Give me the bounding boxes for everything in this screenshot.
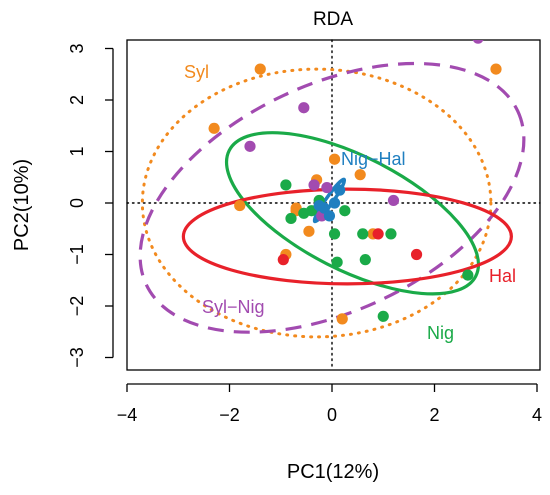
x-axis-title: PC1(12%)	[287, 461, 379, 483]
ellipse-layer	[138, 61, 526, 339]
group-label-syl: Syl	[184, 62, 209, 82]
point-syl-2	[490, 63, 502, 75]
group-label-syl-nig: Syl−Nig	[202, 297, 265, 317]
point-nig-31	[462, 269, 474, 281]
point-nig-24	[339, 205, 351, 217]
point-nig-hal-40	[313, 199, 325, 212]
point-syl-nig-15	[472, 40, 484, 44]
point-nig-hal-39	[323, 210, 336, 222]
x-tick-label-0: −4	[117, 405, 138, 425]
point-syl-0	[208, 122, 220, 134]
group-label-hal: Hal	[489, 266, 516, 286]
x-tick-label-3: 2	[429, 405, 439, 425]
point-layer	[208, 40, 502, 325]
point-nig-28	[359, 254, 371, 266]
point-hal-33	[277, 254, 289, 266]
y-tick-label-0: −3	[67, 347, 87, 368]
point-nig-hal-36	[334, 184, 346, 196]
ellipse-syl-nig	[138, 61, 526, 334]
point-hal-34	[372, 228, 384, 240]
ellipse-hal	[181, 187, 513, 286]
y-tick-label-1: −2	[67, 296, 87, 317]
point-syl-nig-13	[298, 102, 310, 114]
group-label-nig-hal: Nig−Hal	[341, 149, 406, 169]
y-tick-label-6: 3	[67, 43, 87, 53]
point-nig-26	[331, 256, 343, 268]
point-syl-10	[336, 313, 348, 325]
point-syl-8	[303, 225, 315, 237]
point-syl-4	[328, 153, 341, 165]
x-axis: −4 −2 0 2 4	[117, 383, 542, 425]
point-hal-35	[410, 248, 423, 261]
point-syl-3	[234, 199, 246, 212]
point-syl-nig-18	[308, 179, 320, 191]
point-nig-20	[280, 179, 292, 191]
point-nig-29	[385, 228, 397, 240]
point-syl-nig-17	[387, 194, 400, 207]
y-tick-label-3: 0	[67, 198, 87, 208]
point-nig-hal-37	[328, 197, 341, 209]
point-nig-32	[285, 212, 297, 225]
chart-title: RDA	[313, 9, 353, 30]
y-axis-title: PC2(10%)	[11, 159, 33, 251]
y-tick-label-4: 1	[67, 146, 87, 156]
y-axis: −3 −2 −1 0 1 2 3	[67, 43, 114, 368]
x-tick-label-2: 0	[327, 405, 337, 425]
x-tick-label-1: −2	[219, 405, 240, 425]
y-tick-label-5: 2	[67, 95, 87, 105]
ellipse-nig	[224, 131, 481, 296]
group-label-layer: Syl Nig−Hal Hal Syl−Nig Nig	[184, 62, 516, 343]
point-nig-25	[328, 228, 341, 240]
point-syl-nig-16	[321, 181, 333, 194]
ellipse-syl	[140, 67, 493, 339]
point-nig-27	[357, 228, 369, 240]
x-tick-label-4: 4	[532, 405, 542, 425]
point-syl-1	[254, 63, 266, 75]
plot-frame	[126, 39, 541, 371]
y-tick-label-2: −1	[67, 244, 87, 265]
point-syl-nig-14	[244, 140, 256, 152]
point-syl-5	[354, 169, 366, 181]
group-label-nig: Nig	[427, 323, 454, 343]
point-nig-30	[377, 310, 389, 322]
